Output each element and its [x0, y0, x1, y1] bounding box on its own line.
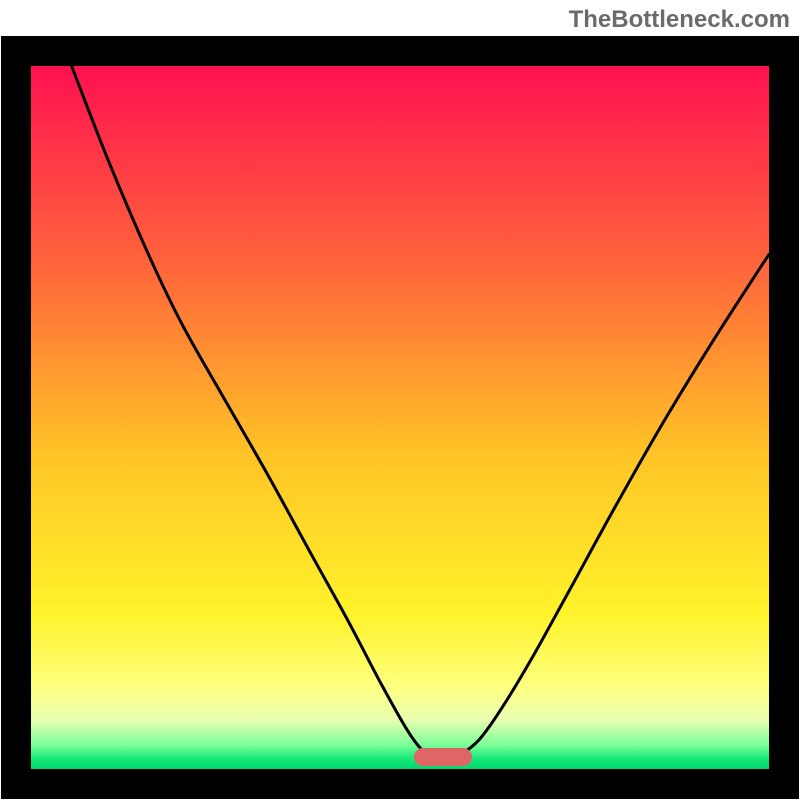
- bottleneck-curve-path: [72, 66, 769, 758]
- optimal-point-marker: [414, 748, 472, 766]
- watermark-text: TheBottleneck.com: [569, 6, 790, 34]
- bottleneck-curve: [31, 66, 769, 769]
- chart-canvas: TheBottleneck.com: [0, 0, 800, 800]
- chart-plot-area: [31, 66, 769, 769]
